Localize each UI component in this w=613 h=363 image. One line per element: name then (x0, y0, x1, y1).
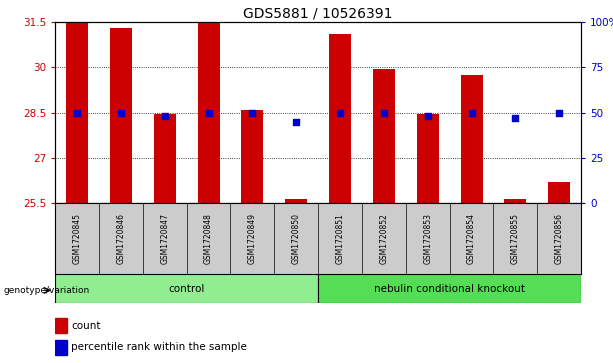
Text: nebulin conditional knockout: nebulin conditional knockout (374, 284, 525, 294)
Bar (55, 274, 318, 303)
Text: GSM1720856: GSM1720856 (555, 213, 564, 264)
Text: GSM1720845: GSM1720845 (72, 213, 82, 264)
Point (204, 110, 213, 115)
Point (554, 110, 564, 115)
Text: GSM1720851: GSM1720851 (335, 213, 345, 264)
Point (291, 119, 301, 125)
Text: genotype/variation: genotype/variation (3, 286, 89, 295)
Title: GDS5881 / 10526391: GDS5881 / 10526391 (243, 7, 393, 21)
Bar (110, 28, 132, 203)
Text: GSM1720849: GSM1720849 (248, 213, 257, 264)
Text: GSM1720852: GSM1720852 (379, 213, 389, 264)
Point (423, 113, 433, 119)
Bar (318, 274, 581, 303)
Point (248, 110, 257, 115)
Point (116, 110, 126, 115)
Point (511, 115, 520, 121)
Bar (285, 199, 307, 203)
Bar (55, 339, 67, 355)
Point (379, 110, 389, 115)
Text: GSM1720848: GSM1720848 (204, 213, 213, 264)
Bar (197, 22, 219, 203)
Text: GSM1720850: GSM1720850 (292, 213, 301, 264)
Point (466, 110, 476, 115)
Bar (66, 23, 88, 203)
Text: control: control (169, 284, 205, 294)
Bar (417, 114, 439, 203)
Bar (460, 75, 482, 203)
Text: count: count (71, 321, 101, 331)
Bar (154, 114, 176, 203)
Text: GSM1720846: GSM1720846 (116, 213, 126, 264)
Text: GSM1720855: GSM1720855 (511, 213, 520, 264)
Bar (504, 199, 527, 203)
Text: GSM1720847: GSM1720847 (160, 213, 169, 264)
Bar (55, 318, 67, 333)
Text: percentile rank within the sample: percentile rank within the sample (71, 342, 247, 352)
Point (335, 110, 345, 115)
Text: GSM1720854: GSM1720854 (467, 213, 476, 264)
Point (160, 113, 170, 119)
Text: GSM1720853: GSM1720853 (423, 213, 432, 264)
Bar (242, 110, 264, 203)
Point (72, 110, 82, 115)
Bar (329, 34, 351, 203)
Bar (548, 182, 570, 203)
Bar (373, 69, 395, 203)
